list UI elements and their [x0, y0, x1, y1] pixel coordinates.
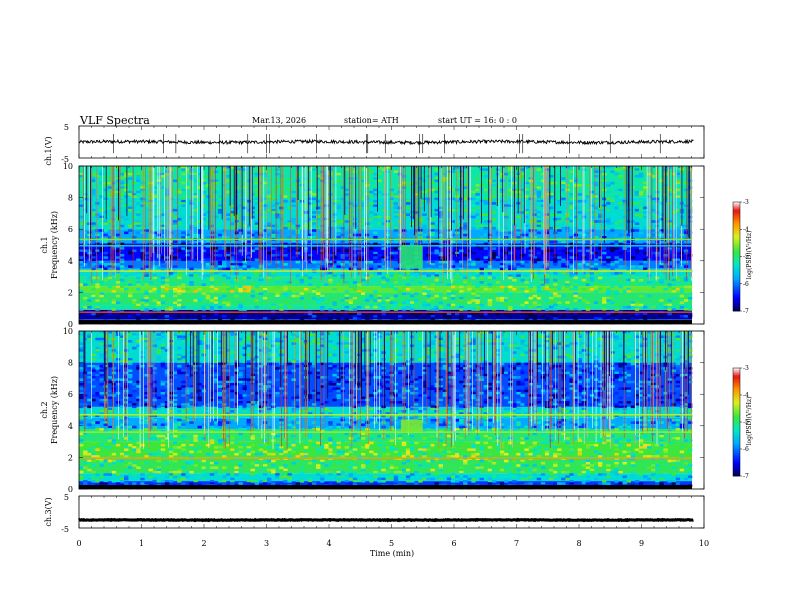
ch1-waveform-panel: 5 -5: [61, 123, 705, 164]
ch1-ylabel: ch.1(V): [44, 136, 53, 165]
ch2-spectrogram-ytick: 2: [68, 453, 73, 462]
ch2-freq-ylabel: Frequency (kHz): [50, 376, 59, 444]
ch1-colorbar-tick: -7: [743, 308, 749, 315]
x-tick-label: 5: [389, 539, 394, 548]
ch2-colorbar-tick: -3: [743, 365, 749, 372]
date-label: Mar.13, 2026: [252, 116, 306, 125]
ch2-colorbar-tick: -5: [743, 419, 749, 426]
ch1-colorbar-tick: -4: [743, 226, 749, 233]
ch3-waveform-frame: [78, 495, 705, 529]
ch1-spectrogram-panel: 0 2 4 6 8 10: [63, 162, 705, 329]
ch1-colorbar-label: log(PSD)(V²/Hz): [746, 231, 753, 280]
ch1-waveform-ytick-max: 5: [64, 123, 69, 132]
ch1-channel-label: ch.1: [40, 236, 49, 253]
x-tick-label: 6: [451, 539, 456, 548]
ch3-waveform-ytick-max: 5: [64, 493, 69, 502]
ch2-colorbar-tick: -6: [743, 446, 749, 453]
ch2-spectrogram-dc-stripe: [79, 485, 692, 489]
x-tick-label: 4: [326, 539, 331, 548]
ch1-colorbar-tick: -6: [743, 281, 749, 288]
x-tick-label: 10: [699, 539, 709, 548]
start-time-label: start UT = 16: 0 : 0: [438, 116, 517, 125]
ch1-freq-ylabel: Frequency (kHz): [50, 211, 59, 279]
ch3-ylabel: ch.3(V): [44, 497, 53, 526]
x-tick-label: 2: [201, 539, 206, 548]
ch1-waveform-ytick-min: -5: [61, 155, 69, 164]
ch2-spectrogram-ytick: 4: [68, 422, 73, 431]
ch1-spectrogram-ytick: 10: [63, 162, 73, 171]
ch2-spectrogram-feature: [400, 419, 423, 433]
ch2-colorbar-tick: -4: [743, 392, 749, 399]
figure-title: VLF Spectra: [79, 114, 150, 127]
ch2-spectrogram-ytick: 10: [63, 327, 73, 336]
ch1-spectrogram-ytick: 0: [68, 320, 73, 329]
x-tick-label: 8: [576, 539, 581, 548]
x-axis-ticks: 0 1 2 3 4 5 6 7 8 9 10: [76, 539, 709, 548]
x-tick-label: 1: [139, 539, 144, 548]
ch3-waveform-trace: [78, 517, 694, 523]
ch1-waveform-trace: [78, 138, 694, 146]
x-axis-label: Time (min): [370, 549, 414, 558]
ch1-spectrogram-ytick: 2: [68, 288, 73, 297]
station-label: station= ATH: [344, 116, 399, 125]
x-tick-label: 0: [76, 539, 81, 548]
ch1-spectrogram-feature: [400, 245, 423, 269]
ch2-colorbar: -3 -4 -5 -6 -7: [732, 365, 749, 480]
ch1-spectrogram-ytick: 4: [68, 257, 73, 266]
ch1-spectrogram-band: [79, 268, 692, 277]
ch1-colorbar: -3 -4 -5 -6 -7: [732, 199, 749, 315]
ch2-spectrogram-ytick: 8: [68, 359, 73, 368]
x-tick-label: 9: [639, 539, 644, 548]
ch2-spectrogram-ytick: 0: [68, 485, 73, 494]
ch2-channel-label: ch.2: [40, 401, 49, 418]
ch1-spectrogram-band: [79, 286, 692, 293]
ch2-spectrogram-band: [79, 481, 692, 488]
ch3-waveform-panel: 5 -5: [61, 493, 705, 534]
ch2-colorbar-tick: -7: [743, 473, 749, 480]
ch1-colorbar-tick: -3: [743, 199, 749, 206]
ch2-spectrogram-ytick: 6: [68, 390, 73, 399]
x-tick-label: 3: [264, 539, 269, 548]
ch1-spectrogram-ytick: 6: [68, 225, 73, 234]
ch1-spectrogram-dc-stripe: [79, 320, 692, 324]
ch2-spectrogram-panel: 0 2 4 6 8 10: [63, 327, 705, 494]
ch2-colorbar-label: log(PSD)(V²/Hz): [746, 397, 753, 446]
ch1-spectrogram-ytick: 8: [68, 194, 73, 203]
ch3-waveform-ytick-min: -5: [61, 525, 69, 534]
x-tick-label: 7: [514, 539, 519, 548]
ch1-colorbar-tick: -5: [743, 254, 749, 261]
